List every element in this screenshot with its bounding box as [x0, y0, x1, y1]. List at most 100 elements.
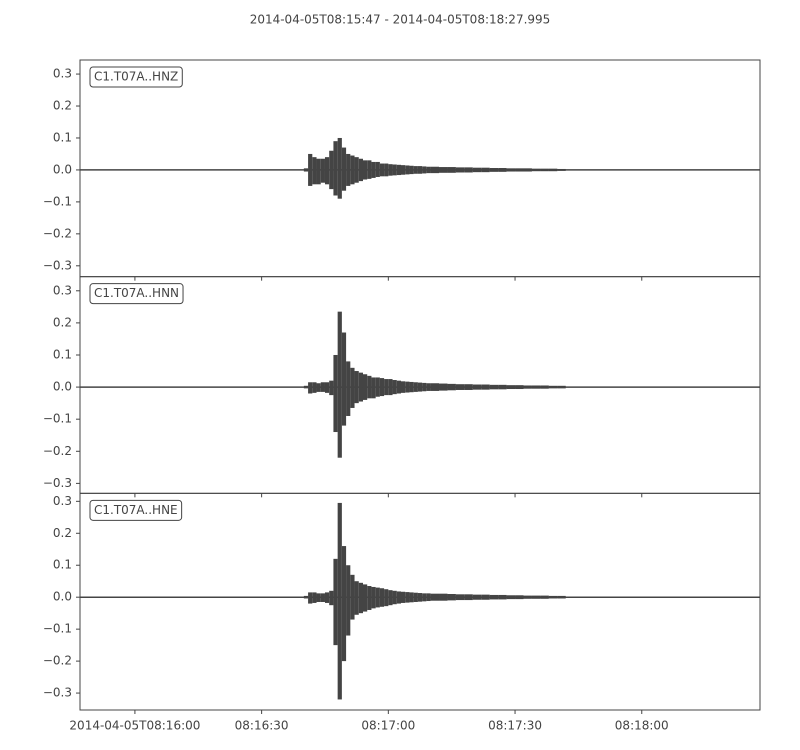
waveform-envelope: [506, 168, 516, 172]
waveform-envelope: [515, 385, 524, 390]
waveform-envelope: [388, 590, 393, 606]
chart-title: 2014-04-05T08:15:47 - 2014-04-05T08:18:2…: [250, 13, 551, 27]
waveform-envelope: [548, 385, 558, 389]
waveform-envelope: [371, 161, 376, 178]
waveform-envelope: [405, 592, 410, 603]
waveform-envelope: [329, 380, 334, 396]
waveform-envelope: [464, 594, 473, 601]
waveform-envelope: [384, 379, 389, 396]
waveform-envelope: [341, 147, 347, 191]
waveform-envelope: [354, 371, 359, 404]
waveform-envelope: [413, 592, 418, 602]
waveform-envelope: [341, 332, 347, 426]
waveform-envelope: [422, 382, 427, 392]
waveform-envelope: [367, 586, 372, 610]
y-tick-label: −0.1: [43, 412, 72, 426]
waveform-envelope: [523, 595, 532, 599]
waveform-envelope: [388, 164, 393, 176]
waveform-envelope: [316, 593, 321, 602]
waveform-envelope: [308, 153, 313, 186]
y-tick-label: −0.1: [43, 622, 72, 636]
waveform-envelope: [308, 382, 313, 394]
waveform-envelope: [320, 593, 325, 602]
waveform-envelope: [308, 592, 313, 604]
waveform-envelope: [464, 384, 473, 390]
waveform-envelope: [409, 592, 414, 603]
waveform-envelope: [498, 594, 507, 600]
waveform-envelope: [379, 588, 385, 607]
waveform-envelope: [346, 565, 351, 636]
waveform-envelope: [358, 372, 363, 402]
waveform-envelope: [455, 167, 465, 173]
waveform-envelope: [362, 160, 368, 180]
channel-label: C1.T07A..HNN: [94, 286, 179, 300]
y-tick-label: 0.3: [53, 283, 72, 297]
waveform-envelope: [384, 163, 389, 177]
waveform-envelope: [367, 375, 372, 399]
waveform-envelope: [472, 167, 482, 173]
waveform-envelope: [324, 382, 330, 393]
y-tick-label: 0.2: [53, 315, 72, 329]
waveform-envelope: [531, 385, 541, 389]
waveform-envelope: [455, 594, 465, 601]
waveform-envelope: [498, 168, 507, 172]
waveform-envelope: [392, 380, 397, 395]
waveform-envelope: [362, 374, 368, 400]
waveform-envelope: [333, 354, 338, 433]
waveform-envelope: [540, 595, 549, 599]
waveform-envelope: [392, 590, 397, 605]
waveform-envelope: [548, 595, 558, 599]
waveform-envelope: [379, 163, 385, 177]
y-tick-label: 0.3: [53, 494, 72, 508]
waveform-envelope: [557, 385, 566, 389]
waveform-envelope: [337, 311, 342, 458]
waveform-envelope: [401, 381, 406, 393]
x-tick-label: 08:17:30: [488, 719, 542, 733]
waveform-envelope: [350, 574, 355, 620]
waveform-envelope: [337, 502, 342, 700]
waveform-envelope: [333, 558, 338, 646]
waveform-envelope: [531, 168, 541, 172]
waveform-envelope: [548, 168, 558, 172]
waveform-envelope: [333, 141, 338, 196]
waveform-envelope: [523, 168, 532, 172]
waveform-envelope: [464, 167, 473, 173]
waveform-envelope: [557, 595, 566, 599]
waveform-envelope: [401, 591, 406, 603]
waveform-envelope: [426, 593, 431, 602]
y-tick-label: 0.2: [53, 99, 72, 113]
waveform-envelope: [430, 383, 440, 391]
waveform-envelope: [375, 161, 380, 177]
waveform-envelope: [324, 157, 330, 185]
waveform-envelope: [303, 168, 309, 172]
waveform-envelope: [557, 168, 566, 171]
x-tick-label: 2014-04-05T08:16:00: [69, 719, 200, 733]
waveform-envelope: [409, 165, 414, 175]
x-tick-label: 08:16:30: [235, 719, 289, 733]
waveform-envelope: [362, 584, 368, 612]
waveform-envelope: [303, 595, 309, 599]
y-tick-label: 0.3: [53, 67, 72, 81]
waveform-envelope: [312, 592, 317, 603]
waveform-envelope: [489, 594, 499, 600]
waveform-envelope: [384, 589, 389, 607]
waveform-envelope: [320, 158, 325, 183]
waveform-envelope: [396, 380, 402, 394]
waveform-envelope: [320, 382, 325, 392]
channel-label: C1.T07A..HNE: [94, 503, 178, 517]
waveform-envelope: [312, 157, 317, 185]
waveform-envelope: [426, 166, 431, 174]
waveform-envelope: [523, 385, 532, 389]
waveform-envelope: [350, 367, 355, 408]
channel-label-box: [89, 66, 183, 88]
waveform-envelope: [392, 164, 397, 176]
waveform-envelope: [316, 158, 321, 185]
waveform-envelope: [531, 595, 541, 599]
waveform-envelope: [447, 167, 456, 173]
waveform-envelope: [426, 383, 431, 391]
channel-label: C1.T07A..HNZ: [94, 70, 178, 84]
waveform-envelope: [481, 384, 490, 390]
waveform-envelope: [447, 593, 456, 601]
